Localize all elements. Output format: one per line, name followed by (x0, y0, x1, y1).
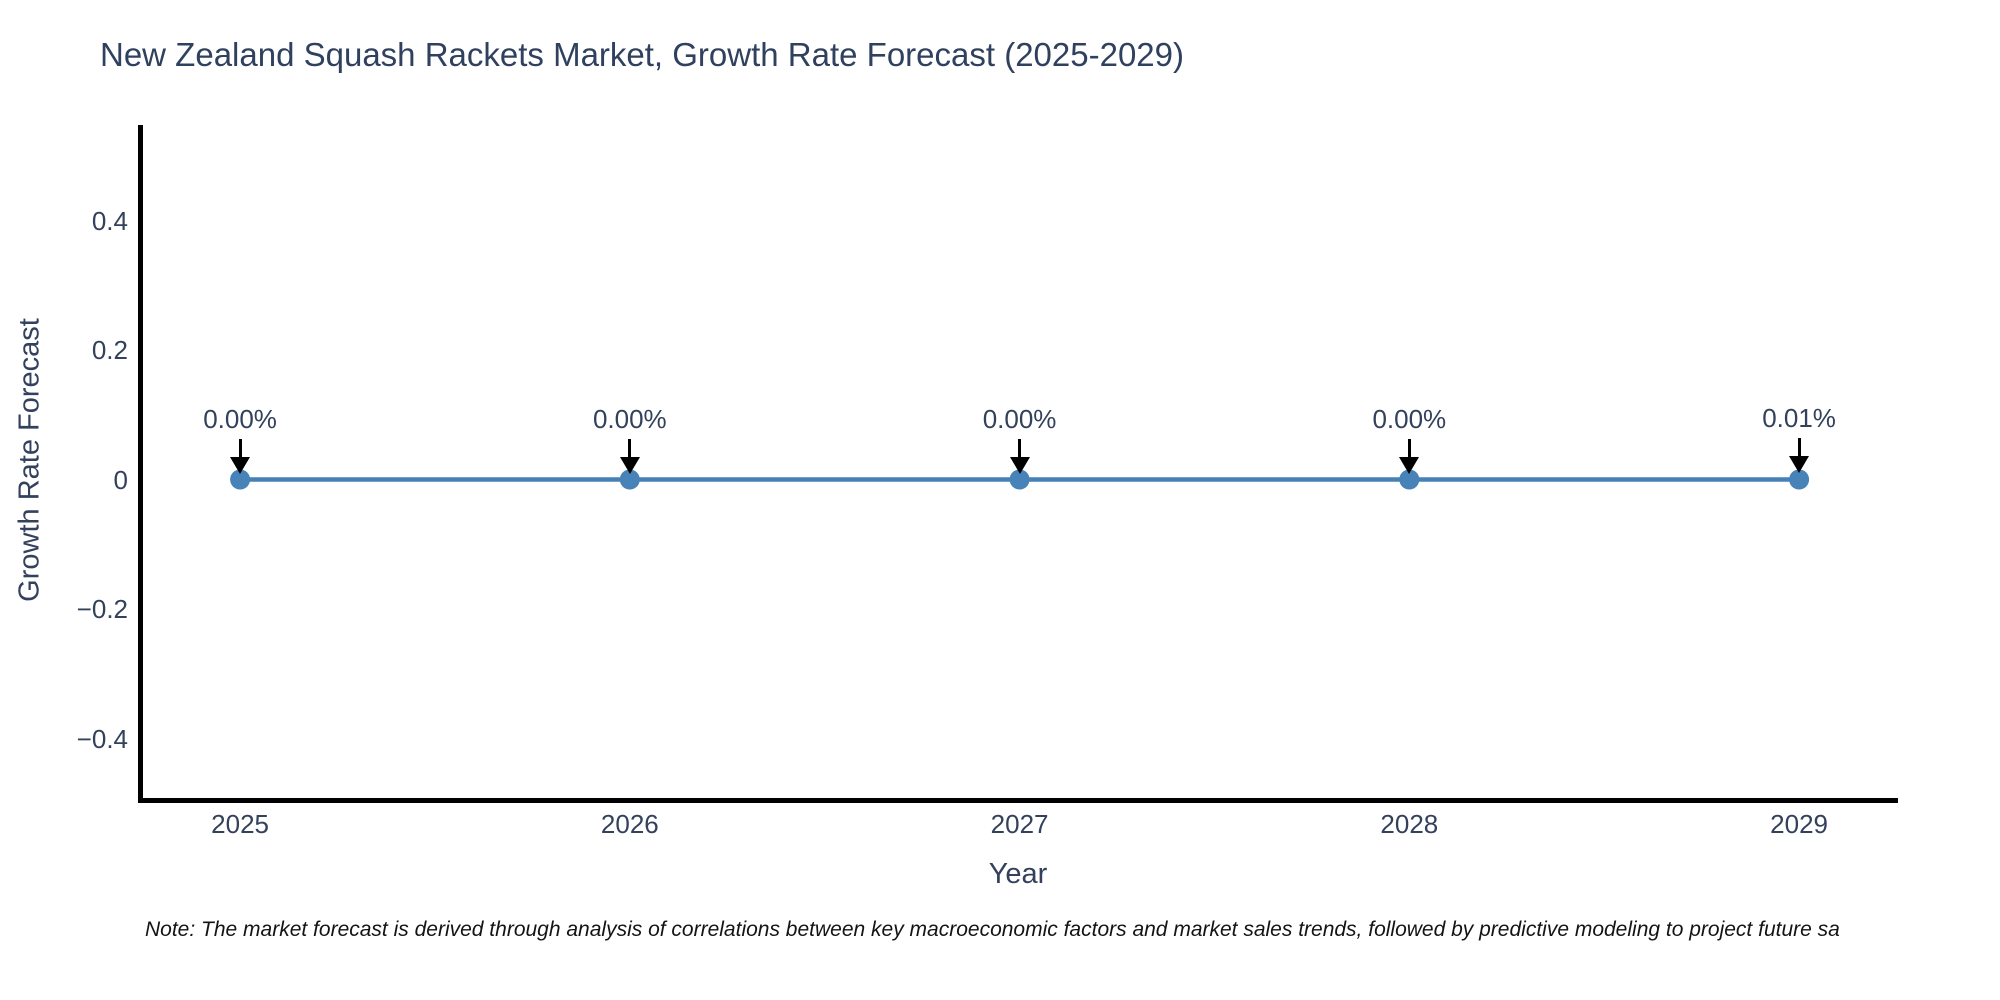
annotation-arrow (1407, 438, 1411, 457)
annotation-arrowhead-icon (619, 456, 640, 474)
x-tick-label: 2028 (1380, 809, 1439, 839)
annotation-arrow (628, 438, 632, 457)
x-axis-label: Year (988, 858, 1048, 890)
x-tick-label: 2025 (211, 809, 269, 839)
annotation-label: 0.00% (1372, 403, 1447, 434)
annotation-arrowhead-icon (1789, 456, 1810, 474)
footnote: Note: The market forecast is derived thr… (145, 918, 1840, 941)
x-tick-label: 2029 (1770, 809, 1828, 839)
y-tick-label: 0.4 (91, 205, 128, 236)
annotation-arrowhead-icon (1399, 456, 1420, 474)
annotation-arrowhead-icon (230, 456, 251, 474)
y-tick-label: −0.4 (76, 723, 128, 754)
y-tick-label: 0.2 (91, 335, 128, 366)
annotation-arrowhead-icon (1009, 456, 1030, 474)
annotation-arrow (238, 438, 242, 457)
y-tick-label: −0.2 (76, 594, 128, 625)
annotation-label: 0.00% (592, 403, 667, 434)
y-tick-label: 0 (113, 464, 128, 495)
annotation-label: 0.00% (203, 403, 277, 434)
x-tick-label: 2026 (600, 809, 659, 839)
annotation-label: 0.00% (982, 403, 1057, 434)
annotation-arrow (1018, 438, 1022, 457)
chart-title: New Zealand Squash Rackets Market, Growt… (100, 36, 1185, 73)
x-tick-label: 2027 (990, 809, 1049, 839)
annotation-label: 0.01% (1762, 403, 1836, 434)
annotation-arrow (1797, 438, 1801, 457)
